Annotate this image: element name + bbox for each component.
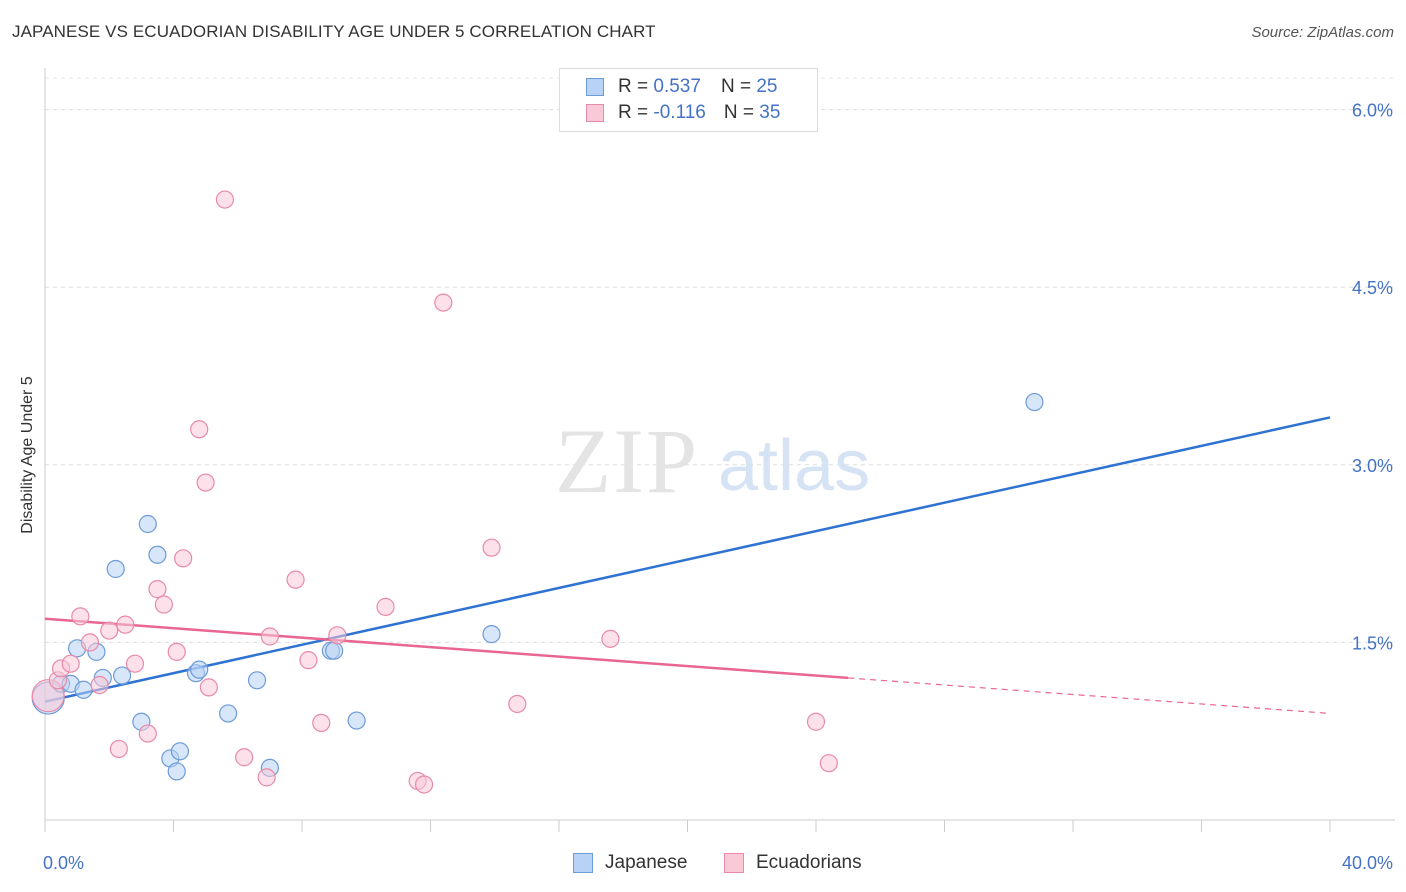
- data-points: [31, 190, 1044, 794]
- point-japanese: [325, 641, 344, 660]
- point-ecuadorians: [434, 293, 453, 312]
- point-ecuadorians: [601, 629, 620, 648]
- point-ecuadorians: [116, 615, 135, 634]
- point-japanese: [190, 660, 209, 679]
- point-ecuadorians: [806, 712, 826, 731]
- point-japanese: [482, 625, 501, 644]
- legend-n-label: N =: [723, 102, 754, 123]
- point-ecuadorians: [80, 633, 100, 652]
- point-ecuadorians: [154, 595, 173, 614]
- point-japanese: [347, 711, 366, 730]
- point-japanese: [1025, 392, 1044, 412]
- x-tick-label: 0.0%: [43, 853, 84, 873]
- correlation-legend: R = 0.537 N = 25 R = -0.116 N = 35: [559, 68, 818, 132]
- y-tick-label: 3.0%: [1352, 456, 1393, 476]
- point-ecuadorians: [312, 713, 331, 733]
- point-japanese: [138, 514, 157, 534]
- point-japanese: [106, 559, 125, 579]
- point-japanese: [112, 666, 132, 685]
- axes: [44, 68, 1395, 832]
- series-swatch-japanese: [573, 853, 593, 873]
- series-label-japanese: Japanese: [605, 852, 688, 873]
- point-japanese: [74, 680, 93, 699]
- point-japanese: [170, 742, 190, 761]
- point-ecuadorians: [90, 675, 109, 695]
- series-legend-japanese[interactable]: Japanese: [573, 852, 687, 874]
- series-legend: Japanese Ecuadorians: [0, 852, 1406, 876]
- point-ecuadorians: [414, 775, 434, 794]
- point-ecuadorians: [376, 597, 395, 616]
- trend-line-ecuadorians: [44, 617, 849, 680]
- point-ecuadorians: [167, 642, 186, 661]
- point-japanese: [167, 762, 186, 781]
- point-ecuadorians: [148, 580, 167, 599]
- legend-r-value: 0.537: [653, 76, 701, 97]
- trend-lines: [44, 416, 1331, 715]
- point-ecuadorians: [100, 621, 119, 640]
- chart-title: JAPANESE VS ECUADORIAN DISABILITY AGE UN…: [12, 22, 656, 41]
- point-ecuadorians: [125, 654, 145, 673]
- y-axis-label: Disability Age Under 5: [19, 376, 36, 534]
- point-ecuadorians: [61, 654, 80, 673]
- watermark-atlas: atlas: [718, 426, 870, 506]
- tick-labels: 1.5% 3.0% 4.5% 6.0% 0.0% 40.0%: [43, 101, 1393, 873]
- point-ecuadorians: [299, 651, 318, 670]
- point-ecuadorians: [138, 724, 157, 743]
- y-tick-label: 6.0%: [1352, 101, 1393, 121]
- legend-n-value: 35: [759, 102, 781, 123]
- trend-line-japanese: [44, 416, 1331, 703]
- grid: [45, 77, 1395, 643]
- point-japanese: [247, 671, 267, 690]
- point-ecuadorians: [190, 420, 209, 439]
- point-ecuadorians: [819, 754, 838, 773]
- legend-r-label: R =: [618, 102, 649, 123]
- series-label-ecuadorians: Ecuadorians: [756, 852, 862, 873]
- legend-swatch-ecuadorians: [586, 104, 604, 122]
- point-ecuadorians: [235, 748, 254, 767]
- point-ecuadorians: [260, 627, 279, 646]
- point-ecuadorians: [508, 694, 527, 714]
- point-japanese: [219, 704, 238, 723]
- legend-swatch-japanese: [586, 78, 604, 96]
- legend-n-value: 25: [756, 76, 778, 97]
- watermark-zip: ZIP: [555, 410, 699, 512]
- source-label: Source: ZipAtlas.com: [1251, 24, 1394, 41]
- point-ecuadorians: [199, 678, 218, 697]
- series-swatch-ecuadorians: [724, 853, 744, 873]
- point-ecuadorians: [109, 739, 128, 759]
- point-ecuadorians: [215, 190, 234, 209]
- x-tick-label: 40.0%: [1342, 853, 1393, 873]
- legend-r-label: R =: [618, 76, 649, 97]
- point-ecuadorians: [286, 570, 305, 589]
- point-ecuadorians: [71, 607, 90, 626]
- point-ecuadorians: [257, 768, 276, 787]
- series-legend-ecuadorians[interactable]: Ecuadorians: [724, 852, 862, 874]
- legend-n-label: N =: [720, 76, 752, 97]
- point-ecuadorians: [196, 473, 215, 492]
- point-ecuadorians: [328, 626, 347, 645]
- legend-row-japanese: R = 0.537 N = 25: [586, 75, 777, 99]
- legend-row-ecuadorians: R = -0.116 N = 35: [586, 101, 780, 125]
- legend-r-value: -0.116: [653, 102, 706, 123]
- point-ecuadorians: [482, 538, 501, 557]
- y-tick-label: 1.5%: [1352, 633, 1393, 653]
- point-japanese: [148, 545, 167, 564]
- trend-line-extension-ecuadorians: [848, 677, 1331, 715]
- point-ecuadorians: [174, 549, 193, 568]
- watermark: ZIP atlas: [555, 410, 870, 512]
- y-tick-label: 4.5%: [1352, 278, 1393, 298]
